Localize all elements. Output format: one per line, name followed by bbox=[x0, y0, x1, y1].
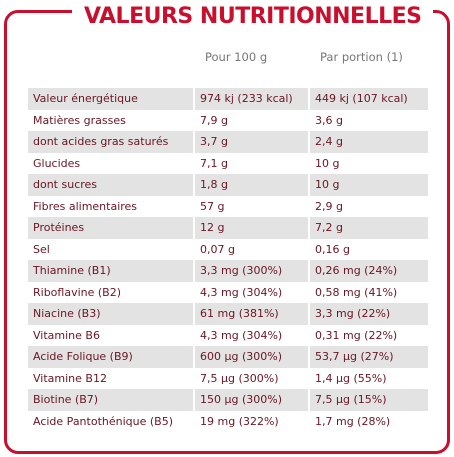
cell-value: 1,7 mg (28%) bbox=[315, 414, 391, 428]
cell-value: 0,58 mg (41%) bbox=[315, 285, 398, 299]
cell-value: 19 mg (322%) bbox=[195, 410, 310, 432]
table-row: Niacine (B3) 61 mg (381%) 3,3 mg (22%) bbox=[28, 303, 428, 325]
table-row: Valeur énergétique 974 kj (233 kcal) 449 k… bbox=[28, 88, 428, 110]
table-row: Matières grasses 7,9 g 3,6 g bbox=[28, 109, 428, 131]
cell-value: 7,5 µg (300%) bbox=[195, 367, 310, 389]
table-row: Vitamine B12 7,5 µg (300%) 1,4 µg (55%) bbox=[28, 367, 428, 389]
row-label: Valeur énergétique bbox=[28, 88, 195, 110]
cell-value: 7,2 g bbox=[315, 221, 343, 235]
column-header: Par portion (1) bbox=[320, 50, 403, 64]
cell-value: 7,9 g bbox=[195, 109, 310, 131]
cell-value: 7,5 µg (15%) bbox=[315, 393, 387, 407]
row-label: Protéines bbox=[28, 217, 195, 239]
cell-value: 53,7 µg (27%) bbox=[315, 350, 394, 364]
table-row: Riboflavine (B2) 4,3 mg (304%) 0,58 mg (41… bbox=[28, 281, 428, 303]
cell-value: 2,4 g bbox=[315, 135, 343, 149]
table-row: Thiamine (B1) 3,3 mg (300%) 0,26 mg (24%) bbox=[28, 260, 428, 282]
row-label: Acide Folique (B9) bbox=[28, 346, 195, 368]
cell-value: 4,3 mg (304%) bbox=[195, 281, 310, 303]
row-label: Fibres alimentaires bbox=[28, 195, 195, 217]
table-row: Biotine (B7) 150 µg (300%) 7,5 µg (15%) bbox=[28, 389, 428, 411]
cell-value: 0,31 mg (22%) bbox=[315, 328, 398, 342]
table-row: Acide Folique (B9) 600 µg (300%) 53,7 µg (… bbox=[28, 346, 428, 368]
table: Valeur énergétique 974 kj (233 kcal) 449 k… bbox=[28, 88, 428, 432]
table-row: Acide Pantothénique (B5) 19 mg (322%) 1,7 … bbox=[28, 410, 428, 432]
cell-value: 3,7 g bbox=[195, 131, 310, 153]
row-label: Glucides bbox=[28, 152, 195, 174]
table-row: Sel 0,07 g 0,16 g bbox=[28, 238, 428, 260]
cell-value: 0,26 mg (24%) bbox=[315, 264, 398, 278]
cell-value: 3,3 mg (22%) bbox=[315, 307, 391, 321]
cell-value: 12 g bbox=[195, 217, 310, 239]
cell-value: 10 g bbox=[315, 178, 340, 192]
cell-value: 449 kj (107 kcal) bbox=[315, 92, 408, 106]
cell-value: 10 g bbox=[315, 156, 340, 170]
cell-value: 974 kj (233 kcal) bbox=[195, 88, 310, 110]
cell-value: 4,3 mg (304%) bbox=[195, 324, 310, 346]
cell-value: 61 mg (381%) bbox=[195, 303, 310, 325]
table-row: Glucides 7,1 g 10 g bbox=[28, 152, 428, 174]
cell-value: 3,3 mg (300%) bbox=[195, 260, 310, 282]
cell-value: 3,6 g bbox=[315, 113, 343, 127]
table-row: dont acides gras saturés 3,7 g 2,4 g bbox=[28, 131, 428, 153]
table-row: Fibres alimentaires 57 g 2,9 g bbox=[28, 195, 428, 217]
cell-value: 57 g bbox=[195, 195, 310, 217]
row-label: Matières grasses bbox=[28, 109, 195, 131]
table-row: dont sucres 1,8 g 10 g bbox=[28, 174, 428, 196]
row-label: Vitamine B12 bbox=[28, 367, 195, 389]
cell-value: 0,07 g bbox=[195, 238, 310, 260]
row-label: Vitamine B6 bbox=[28, 324, 195, 346]
cell-value: 0,16 g bbox=[315, 242, 350, 256]
row-label: dont sucres bbox=[28, 174, 195, 196]
row-label: Biotine (B7) bbox=[28, 389, 195, 411]
row-label: dont acides gras saturés bbox=[28, 131, 195, 153]
table-row: Protéines 12 g 7,2 g bbox=[28, 217, 428, 239]
row-label: Sel bbox=[28, 238, 195, 260]
column-header: Pour 100 g bbox=[205, 50, 268, 64]
cell-value: 2,9 g bbox=[315, 199, 343, 213]
title: VALEURS NUTRITIONNELLES bbox=[72, 0, 434, 34]
cell-value: 1,4 µg (55%) bbox=[315, 371, 387, 385]
table-row: Vitamine B6 4,3 mg (304%) 0,31 mg (22%) bbox=[28, 324, 428, 346]
row-label: Acide Pantothénique (B5) bbox=[28, 410, 195, 432]
row-label: Niacine (B3) bbox=[28, 303, 195, 325]
cell-value: 600 µg (300%) bbox=[195, 346, 310, 368]
cell-value: 150 µg (300%) bbox=[195, 389, 310, 411]
row-label: Riboflavine (B2) bbox=[28, 281, 195, 303]
cell-value: 1,8 g bbox=[195, 174, 310, 196]
cell-value: 7,1 g bbox=[195, 152, 310, 174]
row-label: Thiamine (B1) bbox=[28, 260, 195, 282]
